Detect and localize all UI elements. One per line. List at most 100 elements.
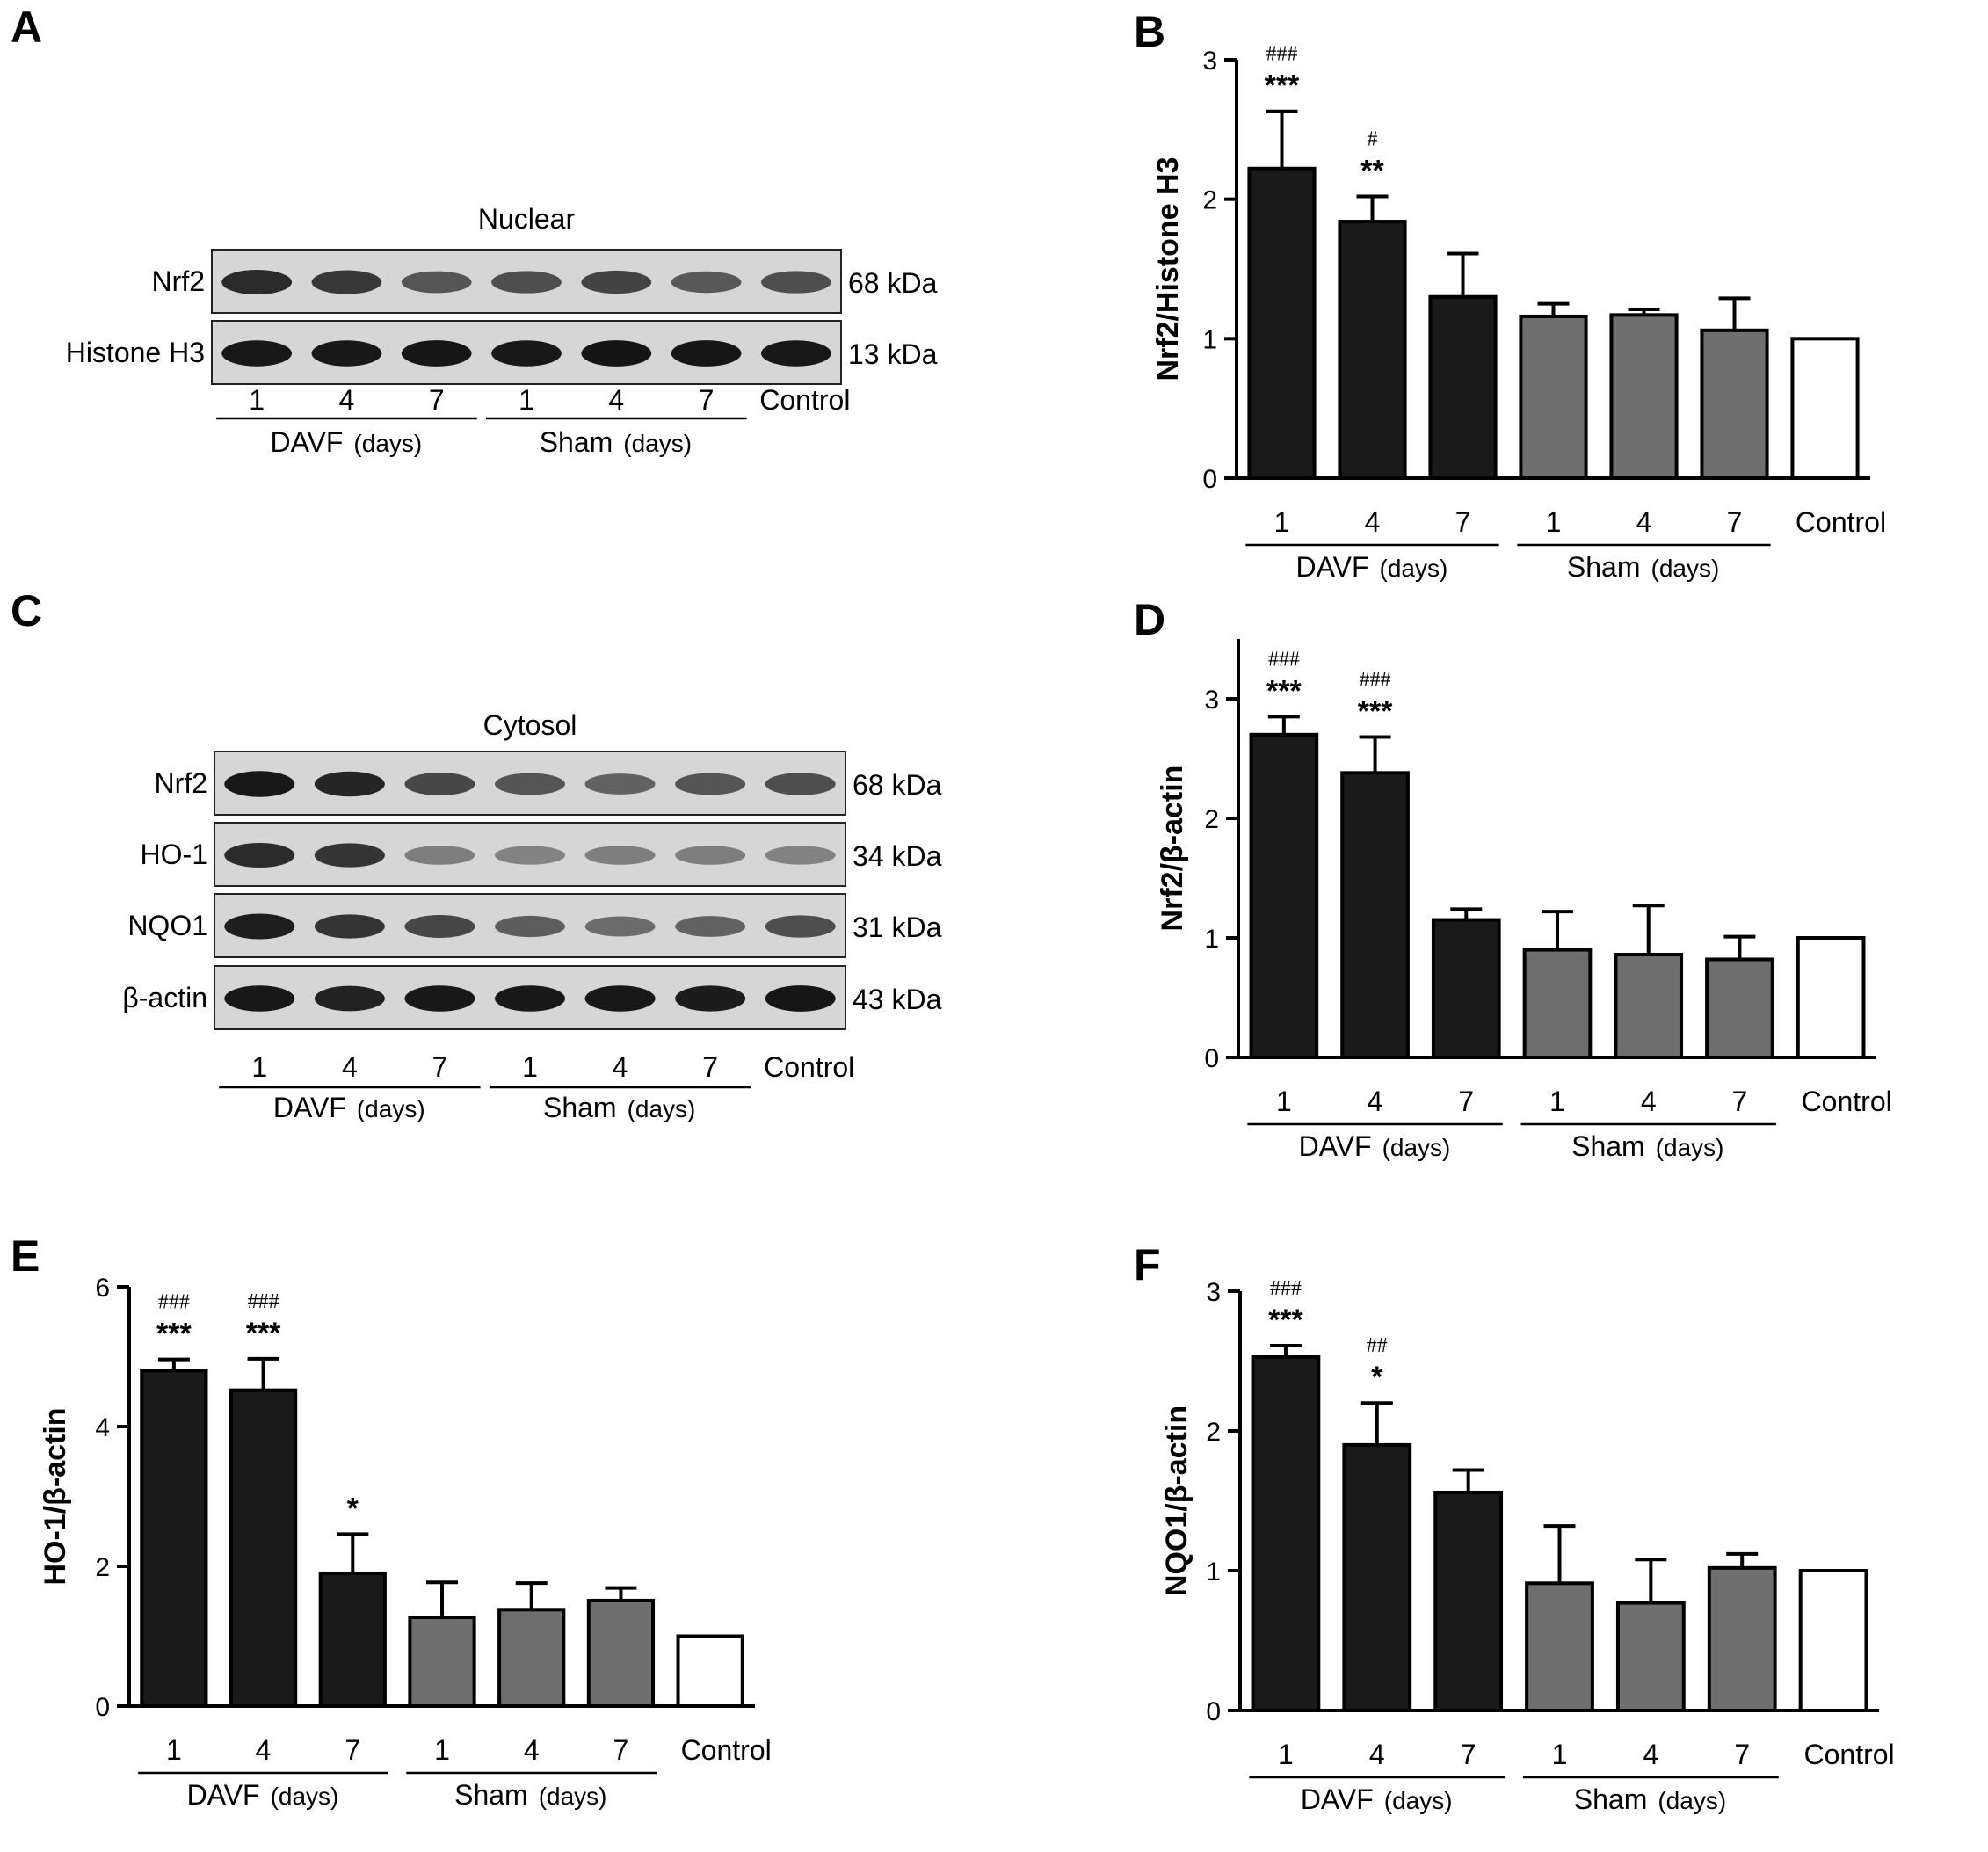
- y-tick-label: 3: [1204, 686, 1219, 715]
- x-tick-label: 7: [1455, 506, 1471, 538]
- blot-lane-label: 7: [699, 384, 715, 416]
- bar: [1705, 957, 1774, 1059]
- blot-band: [311, 270, 382, 294]
- blot-band: [224, 913, 295, 940]
- group-name: DAVF: [187, 1779, 260, 1811]
- blot-lane-label: 7: [702, 1051, 718, 1083]
- bar: [1342, 1442, 1412, 1713]
- group-unit: (days): [628, 1095, 696, 1122]
- blot-kda-label: 68 kDa: [848, 267, 938, 299]
- panel-letter: F: [1134, 1240, 1161, 1289]
- x-tick-label: 1: [1552, 1739, 1568, 1770]
- blot-panel-C: C Cytosol Nrf2 68 kDa HO-1 34 kDa NQO1 31 kDa β-…: [11, 586, 942, 1123]
- y-tick-label: 2: [1206, 1418, 1221, 1447]
- blot-band: [581, 270, 652, 294]
- bar: [1615, 1601, 1686, 1712]
- blot-kda-label: 43 kDa: [853, 984, 942, 1015]
- bar: [1700, 328, 1769, 480]
- significance-stars: ***: [1268, 1304, 1303, 1337]
- blot-lane-label: 7: [429, 384, 445, 416]
- y-tick-label: 0: [1206, 1697, 1221, 1726]
- x-tick-label: 7: [1732, 1086, 1748, 1117]
- y-tick-label: 0: [1204, 1044, 1219, 1073]
- bar: [1433, 1490, 1504, 1712]
- bar: [1707, 1565, 1777, 1712]
- y-axis-label: NQO1/β-actin: [1160, 1405, 1194, 1596]
- x-tick-label: Control: [1802, 1086, 1892, 1117]
- y-axis-label: Nrf2/Histone H3: [1151, 156, 1185, 381]
- bar: [1609, 313, 1679, 480]
- blot-band: [494, 773, 566, 795]
- x-tick-label: 7: [613, 1734, 629, 1766]
- significance-stars: *: [347, 1492, 359, 1525]
- x-tick-label: Control: [1803, 1739, 1894, 1770]
- significance-stars: **: [1360, 154, 1384, 187]
- blot-lane-label: 1: [519, 384, 534, 416]
- blot-lane-label: 4: [613, 1051, 628, 1083]
- blot-band: [224, 771, 295, 797]
- blot-lane-label: 4: [608, 384, 624, 416]
- panel-letter: C: [11, 586, 42, 635]
- group-unit: (days): [353, 430, 422, 457]
- blot-band: [224, 842, 295, 868]
- blot-row: NQO1 31 kDa: [127, 893, 942, 958]
- blot-band: [765, 773, 836, 795]
- blot-row-label: HO-1: [141, 839, 207, 870]
- bar: [1251, 1355, 1321, 1712]
- significance-stars: ***: [1266, 674, 1302, 708]
- significance-stars: ***: [246, 1317, 281, 1350]
- blot-band: [404, 846, 475, 865]
- group-unit: (days): [1656, 1134, 1724, 1161]
- significance-stars: ***: [1265, 69, 1300, 103]
- y-tick-label: 6: [95, 1274, 110, 1303]
- y-tick-label: 4: [95, 1413, 110, 1442]
- x-tick-label: 4: [1369, 1739, 1385, 1770]
- blot-band: [404, 915, 475, 938]
- blot-lane-label: 4: [339, 384, 355, 416]
- significance-stars: *: [1371, 1361, 1383, 1394]
- significance-stars: ***: [156, 1318, 192, 1351]
- group-unit: (days): [623, 430, 692, 457]
- group-unit: (days): [1384, 1787, 1453, 1814]
- blot-band: [314, 771, 385, 797]
- group-name: DAVF: [1299, 1130, 1372, 1162]
- x-tick-label: 7: [1461, 1739, 1476, 1770]
- bar: [1522, 948, 1593, 1059]
- group-name: DAVF: [1301, 1783, 1374, 1815]
- y-tick-label: 3: [1202, 47, 1217, 76]
- blot-row: Nrf2 68 kDa: [155, 751, 942, 816]
- blot-band: [675, 846, 746, 865]
- significance-hashes: ###: [1266, 43, 1298, 66]
- bar: [1519, 314, 1588, 480]
- significance-hashes: ###: [248, 1290, 279, 1313]
- x-tick-label: 4: [1368, 1086, 1383, 1117]
- blot-band: [221, 340, 293, 367]
- blot-band: [581, 340, 652, 367]
- blot-band: [760, 340, 831, 367]
- significance-hashes: ###: [1270, 1277, 1302, 1300]
- x-tick-label: 7: [345, 1734, 360, 1766]
- blot-band: [675, 985, 746, 1012]
- x-tick-label: 1: [1546, 506, 1562, 538]
- blot-band: [401, 271, 472, 294]
- x-tick-label: 1: [1274, 506, 1290, 538]
- blot-band: [404, 773, 475, 795]
- blot-band: [675, 773, 746, 795]
- blot-row: HO-1 34 kDa: [141, 822, 942, 887]
- bar: [1431, 918, 1501, 1059]
- blot-band: [401, 340, 472, 367]
- significance-hashes: #: [1368, 127, 1378, 150]
- blot-title: Cytosol: [483, 709, 577, 741]
- group-name: DAVF: [1296, 551, 1369, 583]
- group-name: Sham: [454, 1779, 528, 1811]
- x-tick-label: 4: [1636, 506, 1652, 538]
- blot-band: [760, 271, 831, 294]
- bar: [497, 1608, 566, 1709]
- blot-band: [494, 915, 566, 938]
- significance-hashes: ###: [1268, 648, 1300, 671]
- significance-hashes: ###: [1360, 669, 1391, 692]
- group-unit: (days): [1658, 1787, 1726, 1814]
- x-tick-label: 1: [1278, 1739, 1294, 1770]
- blot-band: [584, 985, 656, 1012]
- bar: [1790, 337, 1860, 481]
